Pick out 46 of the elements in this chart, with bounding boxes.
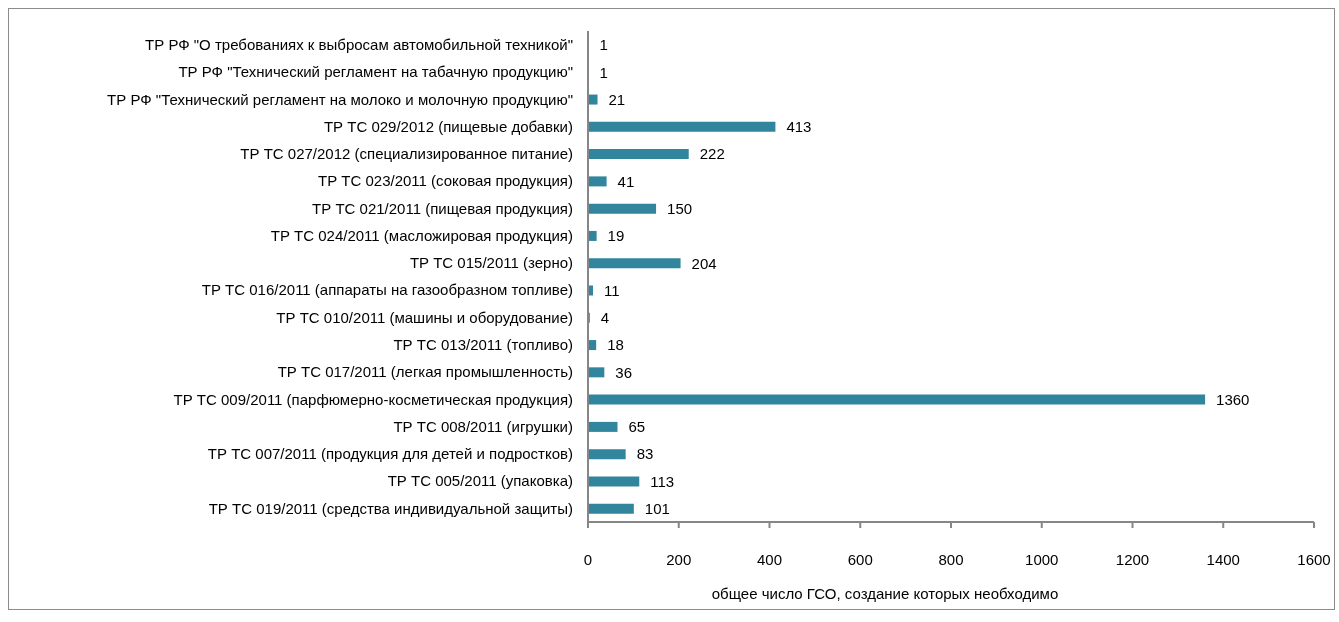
x-axis-title: общее число ГСО, создание которых необходимо: [711, 585, 1059, 602]
y-tick-label: ТР ТС 009/2011 (парфюмерно-косметическая продукция): [173, 390, 573, 408]
data-label: 19: [607, 227, 625, 245]
data-label: 413: [786, 118, 812, 136]
data-label: 204: [691, 254, 717, 272]
data-label: 1: [599, 63, 608, 81]
x-tick-label: 1200: [1115, 550, 1150, 568]
x-tick-label: 1400: [1206, 550, 1240, 568]
x-tick-label: 800: [938, 550, 964, 568]
y-tick-label: ТР ТС 008/2011 (игрушки): [393, 417, 573, 435]
y-tick-label: ТР ТС 017/2011 (легкая промышленность): [277, 363, 573, 381]
y-tick-label: ТР ТС 024/2011 (масложировая продукция): [270, 226, 573, 244]
data-label: 11: [603, 281, 620, 299]
y-tick-label: ТР РФ "О требованиях к выбросам автомобильной техникой": [145, 35, 573, 53]
y-tick-label: ТР ТС 019/2011 (средства индивидуальной защиты): [208, 499, 573, 517]
data-label: 150: [667, 199, 693, 217]
data-label: 21: [608, 90, 626, 108]
data-label: 1: [599, 36, 608, 54]
y-tick-label: ТР ТС 029/2012 (пищевые добавки): [323, 117, 573, 135]
data-label: 18: [607, 336, 624, 354]
y-tick-label: ТР РФ "Технический регламент на молоко и молочную продукцию": [107, 90, 573, 108]
x-tick-label: 1000: [1025, 550, 1059, 568]
data-label: 222: [699, 145, 725, 163]
x-tick-label: 0: [583, 550, 593, 568]
y-tick-label: ТР ТС 010/2011 (машины и оборудование): [276, 308, 573, 326]
data-label: 36: [615, 363, 633, 381]
y-tick-label: ТР РФ "Технический регламент на табачную продукцию": [178, 63, 573, 81]
y-tick-label: ТР ТС 005/2011 (упаковка): [387, 472, 573, 490]
data-label: 4: [600, 309, 610, 327]
x-tick-label: 600: [847, 550, 873, 568]
data-label: 101: [644, 500, 670, 518]
data-label: 83: [636, 445, 654, 463]
y-tick-label: ТР ТС 021/2011 (пищевая продукция): [312, 199, 573, 217]
data-label: 41: [617, 172, 635, 190]
x-tick-label: 200: [666, 550, 692, 568]
data-label: 65: [628, 418, 646, 436]
y-tick-label: ТР ТС 016/2011 (аппараты на газообразном топливе): [201, 281, 573, 299]
data-label: 1360: [1216, 390, 1250, 408]
y-tick-label: ТР ТС 007/2011 (продукция для детей и подростков): [207, 445, 573, 463]
y-tick-label: ТР ТС 023/2011 (соковая продукция): [317, 172, 573, 190]
x-tick-label: 1600: [1297, 550, 1331, 568]
y-tick-label: ТР ТС 013/2011 (топливо): [393, 336, 573, 354]
y-tick-label: ТР ТС 027/2012 (специализированное питание): [240, 145, 573, 163]
x-tick-label: 400: [756, 550, 783, 568]
y-tick-label: ТР ТС 015/2011 (зерно): [409, 254, 573, 272]
data-label: 113: [650, 472, 675, 490]
